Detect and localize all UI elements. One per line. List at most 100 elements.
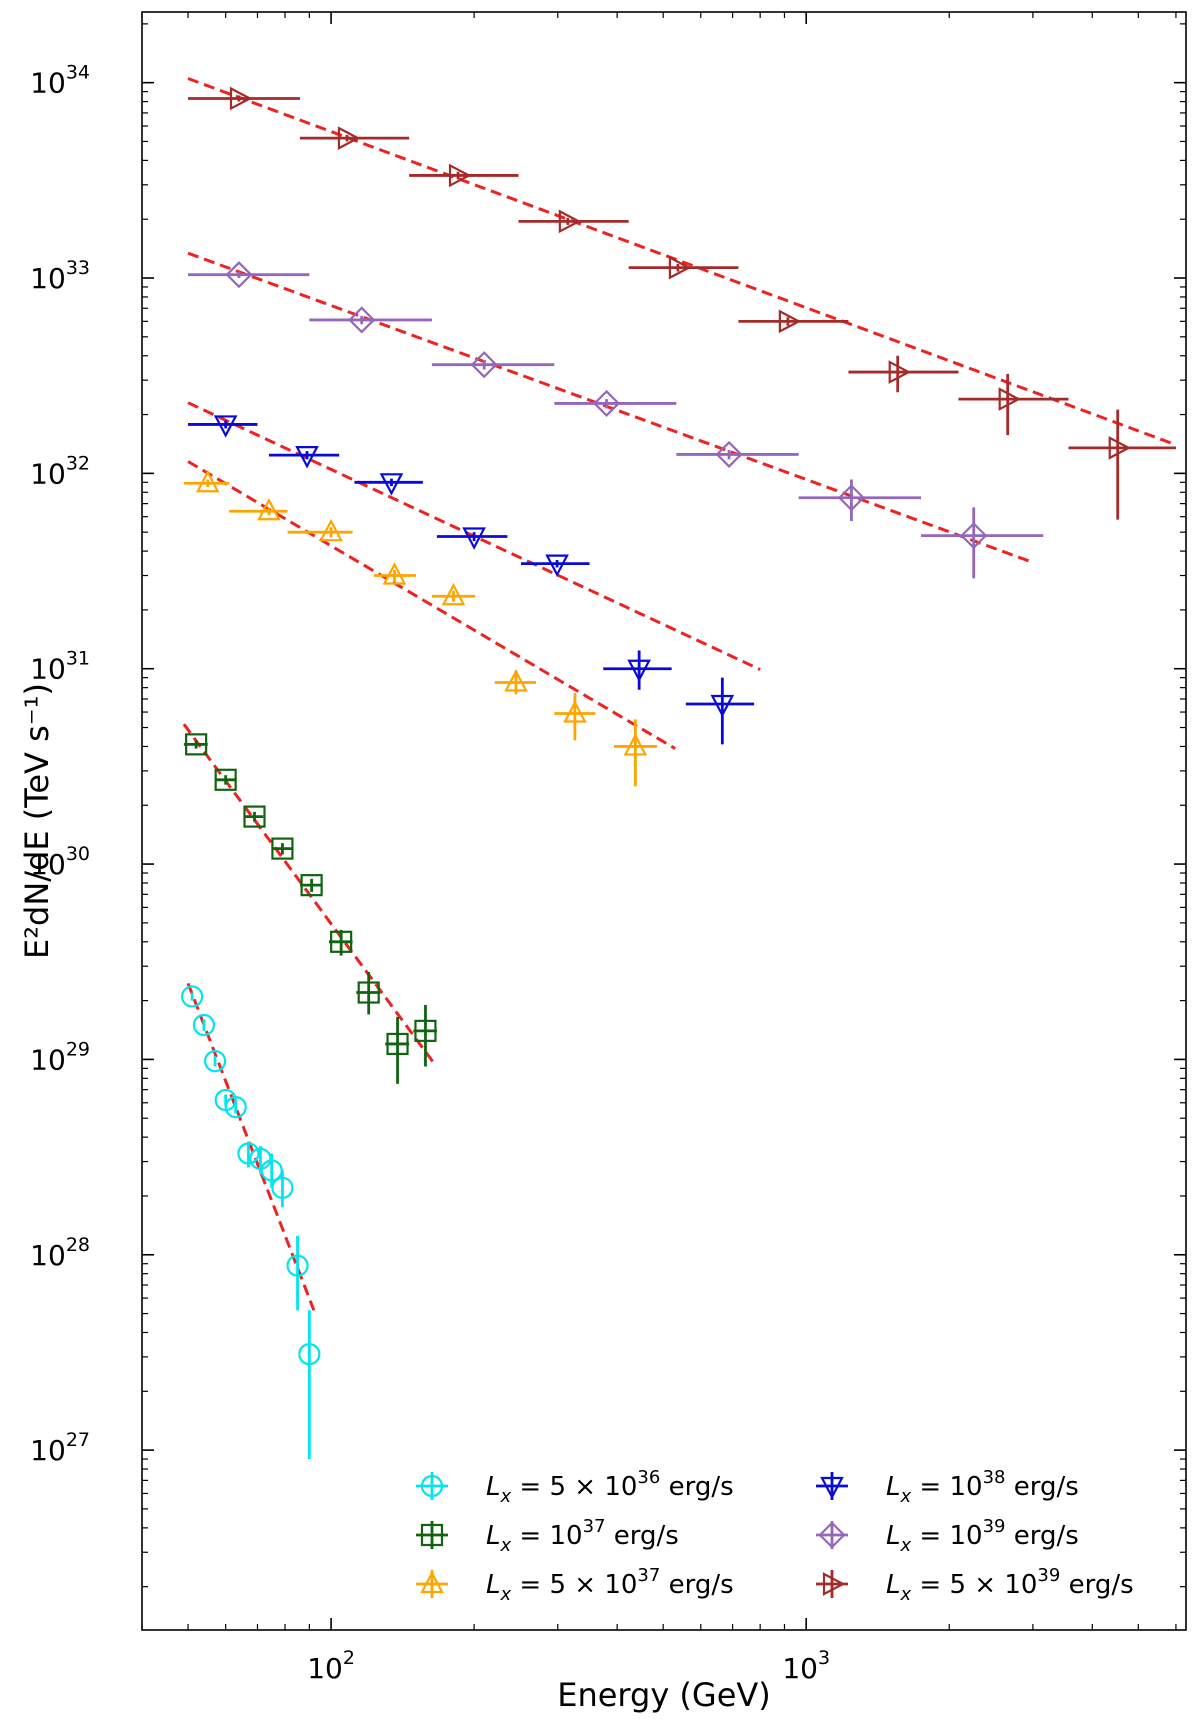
data-point bbox=[958, 373, 1069, 436]
point-marker bbox=[627, 659, 651, 683]
point-marker-shape bbox=[563, 700, 587, 723]
data-point bbox=[798, 479, 921, 522]
data-point bbox=[224, 1096, 247, 1119]
legend-label-prefix: L bbox=[886, 1570, 901, 1600]
legend-marker-shape bbox=[818, 1521, 846, 1549]
point-marker bbox=[414, 1019, 437, 1042]
data-point bbox=[188, 261, 310, 289]
data-point bbox=[603, 650, 672, 690]
legend-label: Lx = 1037 erg/s bbox=[486, 1516, 679, 1556]
data-point bbox=[203, 1050, 227, 1073]
point-marker bbox=[257, 497, 281, 521]
point-marker bbox=[330, 930, 353, 953]
legend-marker bbox=[820, 1476, 844, 1500]
data-point bbox=[188, 415, 258, 438]
data-point bbox=[554, 389, 677, 417]
point-marker bbox=[271, 837, 294, 860]
y-tick-label: 1031 bbox=[30, 648, 90, 686]
y-tick-label: 1029 bbox=[30, 1038, 90, 1076]
series-5 bbox=[188, 261, 1044, 579]
y-tick-label-base: 10 bbox=[30, 1434, 66, 1467]
point-marker bbox=[243, 805, 266, 828]
point-marker-shape bbox=[337, 126, 361, 150]
y-axis-title: E²dN/dE (TeV s⁻¹) bbox=[18, 683, 56, 959]
point-marker bbox=[386, 1032, 409, 1056]
legend-label-suffix: erg/s bbox=[605, 1521, 678, 1551]
legend-label-exp: 37 bbox=[583, 1516, 606, 1537]
point-marker bbox=[837, 484, 865, 512]
data-point bbox=[299, 874, 323, 897]
legend-label-mid: = 10 bbox=[911, 1472, 982, 1502]
data-point bbox=[183, 733, 208, 756]
legend-marker-shape bbox=[420, 1474, 444, 1498]
point-marker-shape bbox=[715, 440, 743, 468]
point-marker bbox=[195, 469, 220, 493]
legend-label-mid: = 5 × 10 bbox=[511, 1570, 637, 1600]
point-marker bbox=[710, 694, 735, 718]
point-marker-shape bbox=[1108, 436, 1132, 460]
y-tick-label-exponent: 27 bbox=[66, 1429, 90, 1451]
legend-item-4: Lx = 1038 erg/s bbox=[816, 1467, 1079, 1507]
legend-label-exp: 36 bbox=[637, 1467, 660, 1488]
data-point bbox=[271, 1170, 294, 1208]
data-point bbox=[1068, 409, 1176, 520]
legend-marker bbox=[420, 1570, 444, 1594]
point-marker-shape bbox=[348, 306, 376, 334]
series-3 bbox=[183, 469, 657, 787]
series-1 bbox=[181, 985, 321, 1460]
legend-label: Lx = 5 × 1037 erg/s bbox=[486, 1565, 734, 1605]
point-marker-shape bbox=[229, 86, 253, 111]
data-point bbox=[229, 497, 288, 521]
point-marker-shape bbox=[998, 387, 1022, 411]
y-tick-label: 1027 bbox=[30, 1429, 90, 1467]
y-tick-label-exponent: 30 bbox=[66, 843, 90, 865]
legend-label-sub: x bbox=[900, 1584, 912, 1605]
data-point bbox=[676, 440, 799, 468]
data-point bbox=[286, 1235, 309, 1311]
point-marker-shape bbox=[470, 351, 498, 379]
data-point bbox=[431, 582, 476, 606]
legend-item-5: Lx = 1039 erg/s bbox=[816, 1516, 1079, 1556]
legend-marker bbox=[420, 1523, 444, 1547]
point-marker-shape bbox=[271, 1176, 294, 1199]
legend-marker bbox=[822, 1572, 846, 1596]
data-point bbox=[183, 469, 230, 493]
legend-label-prefix: L bbox=[886, 1472, 901, 1502]
y-tick-label: 1030 bbox=[30, 843, 90, 881]
y-tick-label-exponent: 31 bbox=[66, 648, 90, 670]
data-series bbox=[181, 86, 1176, 1460]
data-point bbox=[614, 719, 657, 787]
x-tick-label-exponent: 2 bbox=[343, 1647, 355, 1669]
data-point bbox=[271, 837, 294, 860]
legend-marker-shape bbox=[420, 1523, 444, 1547]
y-tick-label-exponent: 33 bbox=[66, 257, 90, 279]
point-marker bbox=[668, 255, 692, 280]
point-marker-shape bbox=[558, 209, 582, 234]
point-marker bbox=[213, 415, 238, 438]
point-marker-shape bbox=[271, 837, 294, 860]
point-marker-shape bbox=[330, 930, 353, 953]
data-point bbox=[356, 972, 381, 1015]
point-marker bbox=[203, 1050, 227, 1073]
point-marker bbox=[295, 446, 319, 469]
series-6 bbox=[188, 86, 1176, 520]
series-4 bbox=[188, 415, 755, 745]
point-marker-shape bbox=[300, 874, 323, 897]
legend-label-mid: = 5 × 10 bbox=[911, 1570, 1037, 1600]
legend-label-suffix: erg/s bbox=[1005, 1521, 1078, 1551]
legend-label-prefix: L bbox=[486, 1521, 501, 1551]
legend-label-suffix: erg/s bbox=[660, 1472, 733, 1502]
data-point bbox=[413, 1004, 437, 1067]
point-marker bbox=[300, 874, 323, 897]
data-point bbox=[309, 306, 432, 334]
point-marker-shape bbox=[203, 1050, 227, 1073]
data-point bbox=[192, 1013, 216, 1037]
point-marker-shape bbox=[185, 733, 208, 756]
point-marker bbox=[1108, 436, 1132, 460]
legend-label-sub: x bbox=[900, 1535, 912, 1556]
data-point bbox=[299, 126, 410, 150]
y-tick-label: 1032 bbox=[30, 452, 90, 490]
data-point bbox=[181, 985, 204, 1008]
point-marker bbox=[225, 261, 253, 289]
